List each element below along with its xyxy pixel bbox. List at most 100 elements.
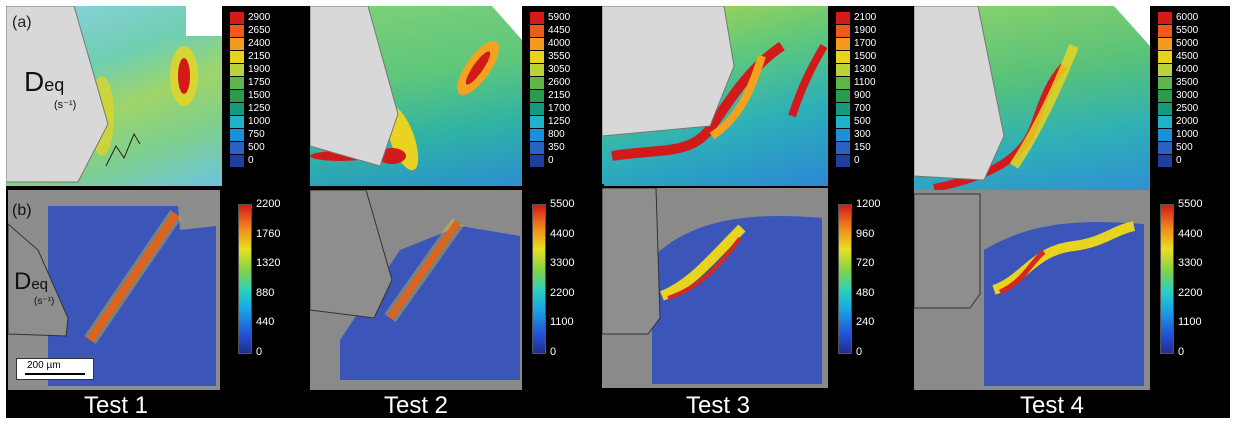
- legend-swatch: [530, 12, 544, 24]
- legend-value: 350: [548, 142, 565, 153]
- legend-value: 2500: [1176, 103, 1199, 114]
- legend-value: 2100: [854, 12, 877, 23]
- legend-tick-label: 720: [856, 257, 875, 270]
- legend-tick-label: 0: [856, 346, 863, 358]
- legend-swatch: [530, 25, 544, 37]
- exp-test4: 5500 4400 3300 2200 1100 0: [914, 184, 1230, 392]
- legend-value: 2400: [248, 38, 271, 49]
- legend-tick-label: 0: [550, 346, 557, 358]
- exp-legend-test3: 1200 960 720 480 240 0: [828, 184, 910, 392]
- legend-value: 500: [1176, 142, 1193, 153]
- panel-a-label: (a): [12, 14, 32, 31]
- legend-swatches: [530, 12, 544, 168]
- sim-legend-test4: 6000 5500 5000 4500 4000 3500 3000 2500 2000 1000…: [1150, 6, 1230, 192]
- legend-swatch: [836, 25, 850, 37]
- legend-swatch: [836, 38, 850, 50]
- legend-value: 3050: [548, 64, 571, 75]
- legend-tick-label: 1100: [550, 316, 574, 329]
- legend-swatch: [836, 155, 850, 167]
- sim-test4: 6000 5500 5000 4500 4000 3500 3000 2500 2000 1000…: [914, 6, 1230, 192]
- legend-value: 1000: [1176, 129, 1199, 140]
- exp-legend-test1: 2200 1760 1320 880 440 0: [228, 184, 304, 392]
- exp-legend-test4: 5500 4400 3300 2200 1100 0: [1150, 184, 1230, 392]
- quantity-label-exp: Deq (s⁻¹): [14, 268, 55, 307]
- legend-swatch: [1158, 90, 1172, 102]
- legend-swatch: [530, 64, 544, 76]
- legend-value: 0: [248, 155, 254, 166]
- sim-test3: 2100 1900 1700 1500 1300 1100 900 700 500 300 150 0: [602, 6, 910, 192]
- legend-value: 2600: [548, 77, 571, 88]
- sim-legend-test1: 2900 2650 2400 2150 1900 1750 1500 1250 1000 750 5…: [222, 6, 304, 186]
- legend-value: 800: [548, 129, 565, 140]
- legend-swatch: [1158, 64, 1172, 76]
- legend-swatch: [530, 155, 544, 167]
- exp-test3: 1200 960 720 480 240 0: [602, 184, 910, 392]
- exp-legend-test2: 5500 4400 3300 2200 1100 0: [522, 184, 604, 392]
- legend-value: 3000: [1176, 90, 1199, 101]
- legend-tick-label: 960: [856, 227, 875, 240]
- legend-tick-label: 4400: [550, 227, 575, 240]
- sim-test2: 5900 4450 4000 3550 3050 2600 2150 1700 1250 800 3…: [310, 6, 604, 192]
- legend-swatch: [230, 155, 244, 167]
- legend-tick-label: 1760: [256, 227, 281, 240]
- legend-swatch: [1158, 77, 1172, 89]
- legend-value: 1900: [248, 64, 271, 75]
- legend-value: 5000: [1176, 38, 1199, 49]
- legend-swatch: [836, 64, 850, 76]
- legend-swatch: [1158, 25, 1172, 37]
- legend-tick-label: 3300: [1178, 257, 1203, 270]
- legend-value: 1000: [248, 116, 271, 127]
- legend-swatches: [1158, 12, 1172, 168]
- legend-tick-label: 2200: [1178, 286, 1203, 299]
- legend-swatches: [230, 12, 244, 168]
- legend-tick-label: 5500: [1178, 198, 1203, 210]
- scale-bar: 200 µm: [16, 358, 94, 380]
- sim-field-test3: [602, 6, 828, 186]
- legend-value: 1700: [854, 38, 877, 49]
- legend-swatch: [836, 90, 850, 102]
- legend-tick-label: 1320: [256, 257, 281, 270]
- exp-field-test3: [602, 188, 828, 388]
- legend-swatch: [230, 64, 244, 76]
- legend-swatch: [230, 103, 244, 115]
- legend-swatch: [530, 77, 544, 89]
- legend-swatch: [230, 142, 244, 154]
- legend-value: 300: [854, 129, 871, 140]
- exp-field-test4: [914, 190, 1150, 390]
- legend-value: 900: [854, 90, 871, 101]
- legend-value: 0: [548, 155, 554, 166]
- legend-value: 4450: [548, 25, 571, 36]
- figure: (a) Deq (s⁻¹) 2900 2650 2400 2150 1900 1750 15…: [6, 6, 1230, 419]
- test-label: Test 4: [1020, 392, 1085, 419]
- legend-tick-label: 1200: [856, 198, 881, 210]
- legend-swatch: [230, 116, 244, 128]
- test-labels: Test 1 Test 2 Test 3 Test 4: [6, 392, 1230, 419]
- legend-swatch: [1158, 155, 1172, 167]
- legend-swatch: [230, 90, 244, 102]
- legend-swatch: [530, 103, 544, 115]
- legend-swatch: [230, 129, 244, 141]
- legend-value: 6000: [1176, 12, 1199, 23]
- legend-swatch: [230, 51, 244, 63]
- exp-field-test2: [310, 190, 522, 390]
- legend-value: 3550: [548, 51, 571, 62]
- legend-swatch: [530, 38, 544, 50]
- test-label: Test 2: [384, 392, 449, 419]
- legend-tick-label: 4400: [1178, 227, 1203, 240]
- legend-value: 750: [248, 129, 265, 140]
- legend-swatch: [836, 51, 850, 63]
- legend-value: 5500: [1176, 25, 1199, 36]
- legend-tick-label: 0: [1178, 346, 1185, 358]
- legend-value: 4500: [1176, 51, 1199, 62]
- legend-value: 1250: [248, 103, 271, 114]
- legend-value: 0: [854, 155, 860, 166]
- experiment-row: (b) Deq (s⁻¹) 200 µm 2200 1760 1320 880 440 0: [6, 184, 1230, 392]
- legend-value: 2000: [1176, 116, 1199, 127]
- legend-tick-label: 880: [256, 286, 275, 299]
- legend-swatch: [530, 90, 544, 102]
- legend-swatch: [230, 12, 244, 24]
- legend-value: 2900: [248, 12, 271, 23]
- legend-swatch: [530, 51, 544, 63]
- legend-value: 1500: [854, 51, 877, 62]
- legend-value: 1300: [854, 64, 877, 75]
